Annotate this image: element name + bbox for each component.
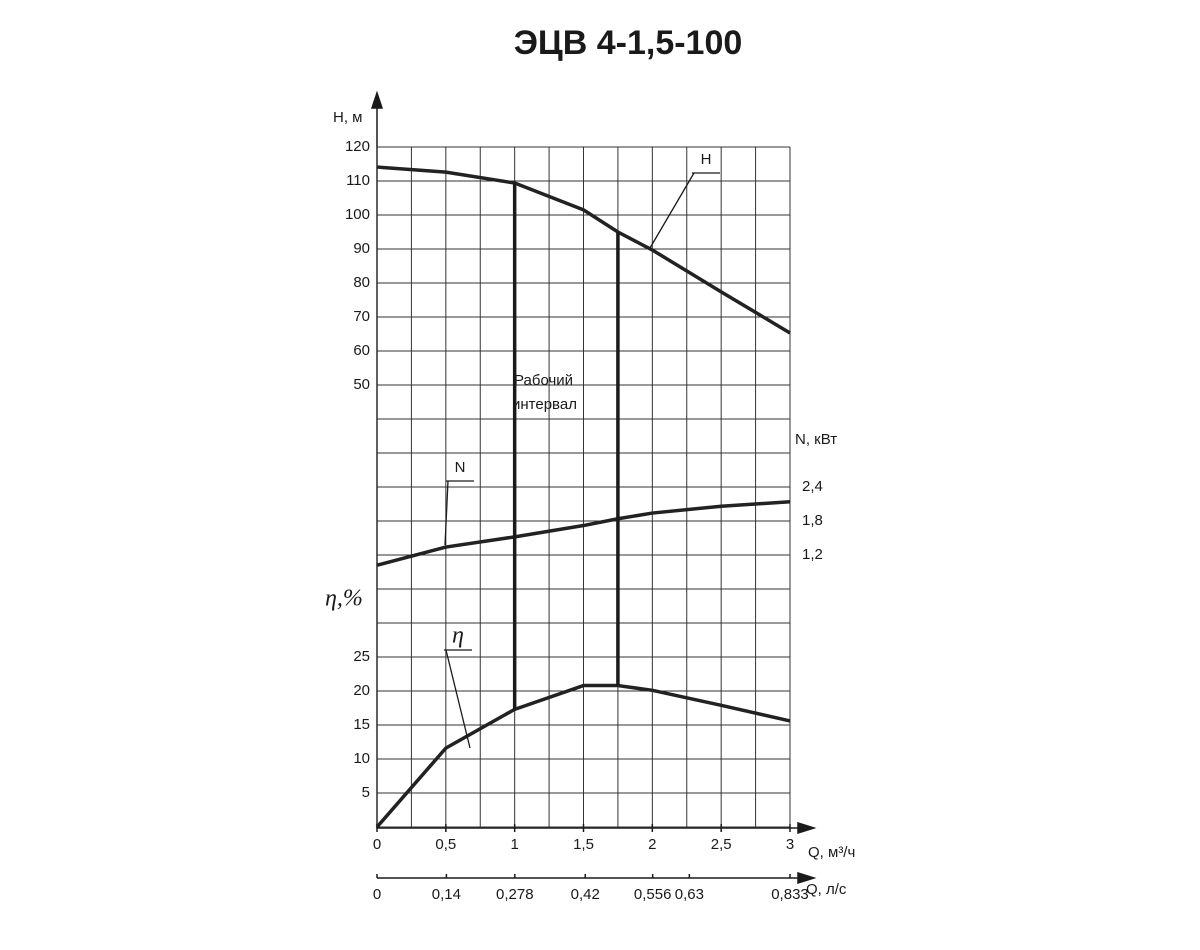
y-tick-label: 100: [345, 206, 370, 223]
y3-axis-label: η,%: [325, 586, 363, 612]
x-tick-label: 1: [510, 836, 518, 853]
y3-tick-label: 5: [362, 784, 370, 801]
y-tick-label: 50: [353, 376, 370, 393]
x-tick-label: 2,5: [711, 836, 732, 853]
axes: [370, 90, 817, 885]
y2-tick-label: 2,4: [802, 478, 823, 495]
chart-title: ЭЦВ 4-1,5-100: [514, 24, 743, 62]
x-axis-label: Q, м³/ч: [808, 844, 855, 861]
x-tick-label: 2: [648, 836, 656, 853]
axis-arrow: [797, 821, 817, 835]
leader-line: [649, 172, 695, 249]
x2-tick-label: 0,42: [571, 886, 600, 903]
annotation: Рабочий: [514, 372, 573, 389]
x-tick-label: 3: [786, 836, 794, 853]
axis-arrow: [370, 90, 384, 109]
x2-tick-label: 0,556: [634, 886, 672, 903]
y-tick-label: 80: [353, 274, 370, 291]
series-label: η: [452, 623, 464, 649]
y-tick-label: 120: [345, 138, 370, 155]
x-tick-label: 1,5: [573, 836, 594, 853]
y3-tick-label: 15: [353, 716, 370, 733]
x2-tick-label: 0: [373, 886, 381, 903]
y2-axis-label: N, кВт: [795, 431, 837, 448]
y3-tick-label: 25: [353, 648, 370, 665]
series-line: [376, 499, 791, 567]
series-label: N: [455, 459, 466, 476]
x-tick-label: 0,5: [435, 836, 456, 853]
y2-tick-label: 1,8: [802, 512, 823, 529]
y2-tick-label: 1,2: [802, 546, 823, 563]
x2-tick-label: 0,833: [771, 886, 809, 903]
x2-tick-label: 0,63: [675, 886, 704, 903]
series-line: [376, 165, 791, 335]
y3-tick-label: 10: [353, 750, 370, 767]
y-tick-label: 110: [346, 172, 370, 189]
y-axis-label: H, м: [333, 109, 362, 126]
x-tick-label: 0: [373, 836, 381, 853]
x2-axis-label: Q, л/с: [806, 881, 847, 898]
y-tick-label: 60: [353, 342, 370, 359]
series-line: [375, 683, 791, 829]
x2-tick-label: 0,278: [496, 886, 534, 903]
series-label: H: [701, 151, 712, 168]
y-tick-label: 70: [353, 308, 370, 325]
annotation: интервал: [512, 396, 577, 413]
x2-tick-label: 0,14: [432, 886, 461, 903]
leader-line: [444, 480, 449, 546]
y-tick-label: 90: [353, 240, 370, 257]
axis-arrow: [797, 871, 817, 885]
y3-tick-label: 20: [353, 682, 370, 699]
leader-line: [445, 649, 471, 749]
